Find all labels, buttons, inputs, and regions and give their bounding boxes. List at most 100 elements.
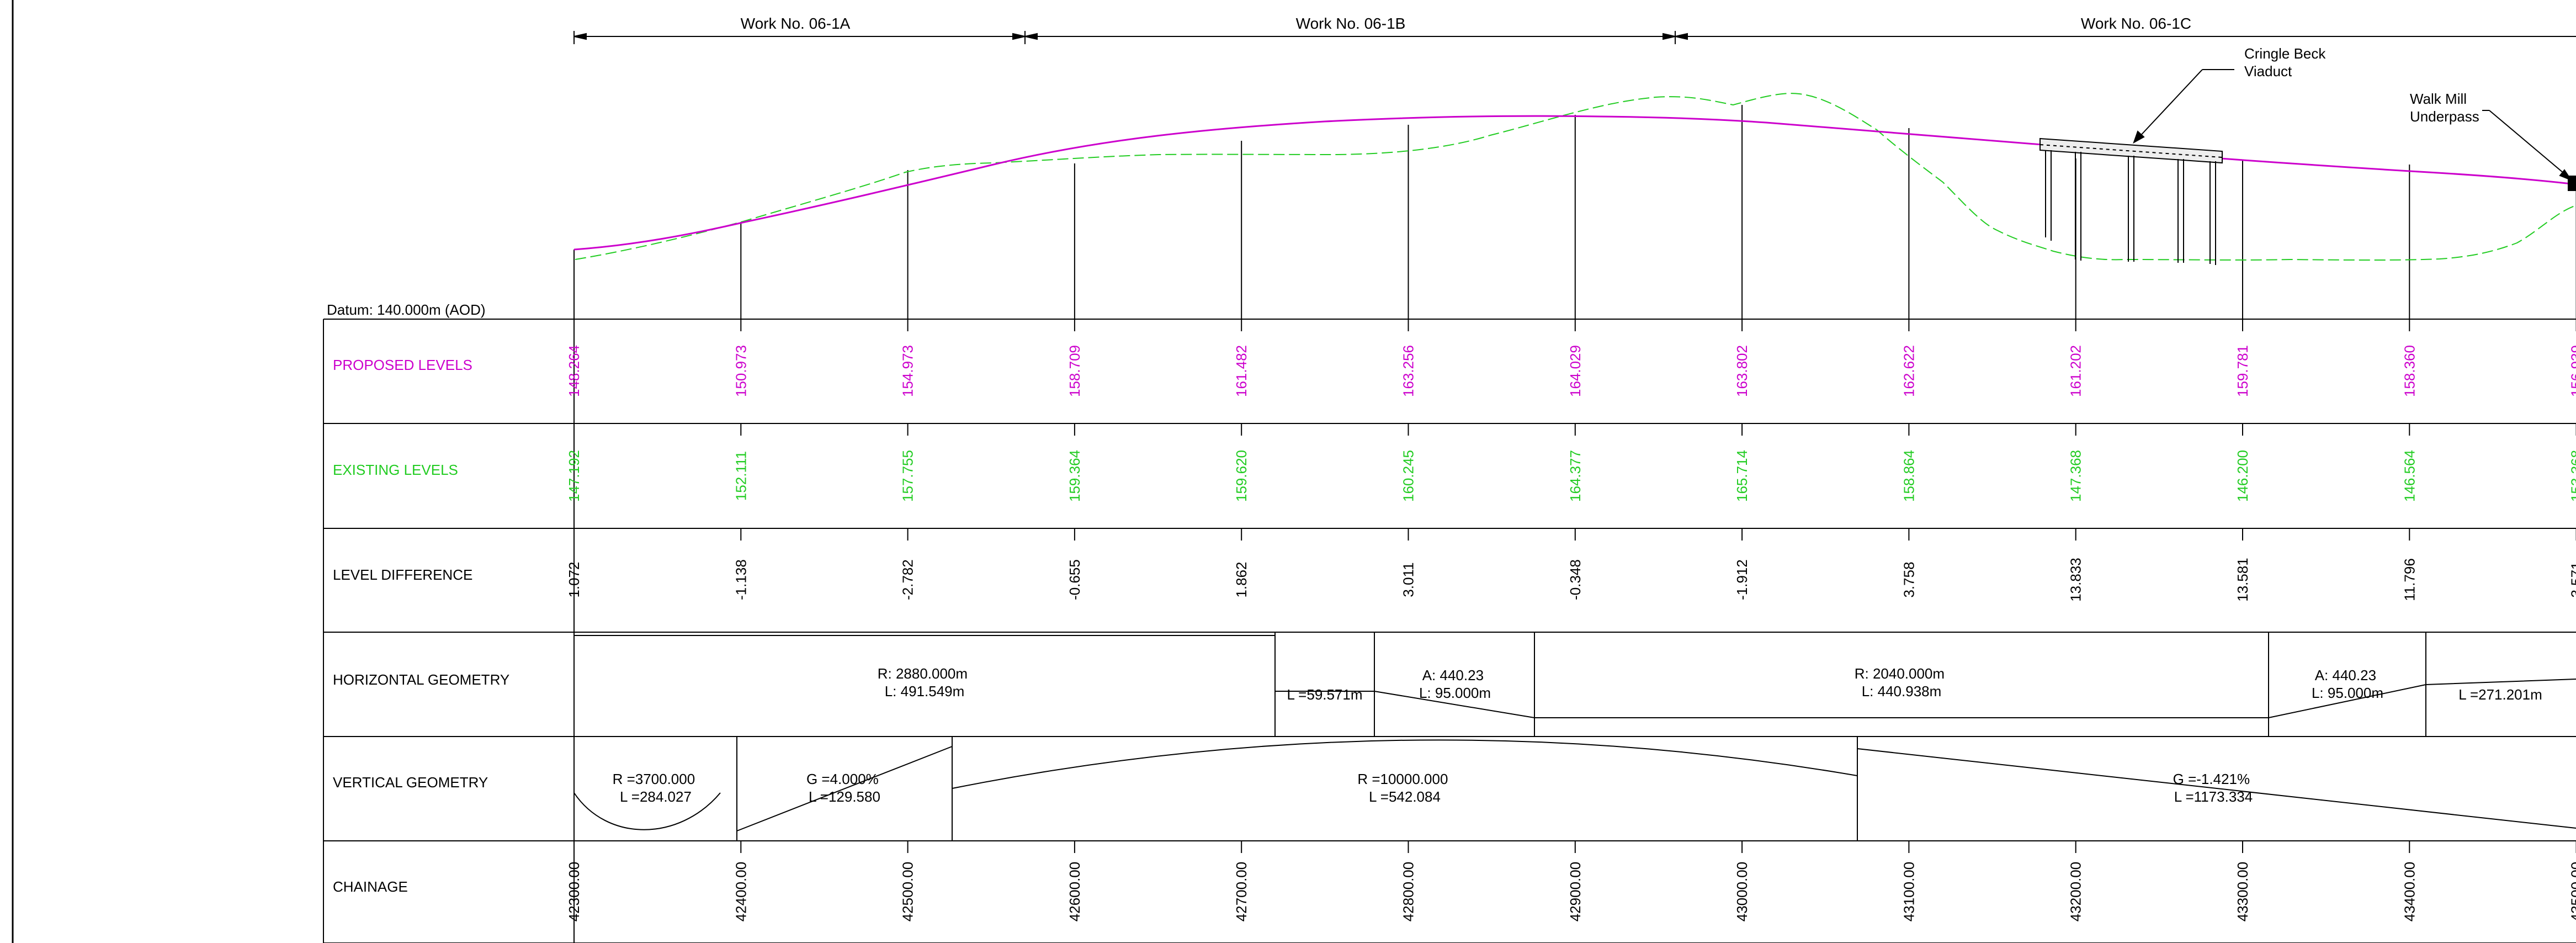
difference-value: 13.833 <box>2068 558 2084 602</box>
work-label: Work No. 06-1B <box>1296 15 1406 32</box>
existing-value: 158.864 <box>1900 450 1917 502</box>
row-label-proposed-levels: PROPOSED LEVELS <box>333 357 472 373</box>
underpass-symbol <box>2568 176 2576 191</box>
existing-value: 159.620 <box>1233 450 1250 502</box>
difference-value: 1.862 <box>1233 561 1250 597</box>
horizontal-geometry-label: R: 2880.000m L: 491.549m <box>878 665 972 700</box>
proposed-value: 148.264 <box>566 345 582 397</box>
difference-value: 13.581 <box>2234 558 2251 602</box>
geometry-label-line: G =4.000% <box>806 771 879 787</box>
arrowhead <box>1675 33 1688 40</box>
chainage-value: 42800.00 <box>1400 862 1417 921</box>
datum-label: Datum: 140.000m (AOD) <box>327 301 486 318</box>
difference-value: 11.796 <box>2401 558 2418 601</box>
geometry-label-line: A: 440.23 <box>2315 667 2376 684</box>
existing-ground-line <box>575 93 2576 261</box>
chainage-value: 43300.00 <box>2234 862 2251 921</box>
difference-value: 3.758 <box>1900 561 1917 597</box>
geometry-label-line: L =284.027 <box>620 788 692 805</box>
chainage-value: 43200.00 <box>2068 862 2084 921</box>
chainage-value: 43500.00 <box>2568 862 2576 921</box>
proposed-value: 154.973 <box>900 345 916 397</box>
level-table-frame <box>323 319 2576 943</box>
geometry-label-line: G =-1.421% <box>2173 771 2250 787</box>
proposed-value: 158.360 <box>2401 345 2418 397</box>
station-lines <box>573 105 2576 319</box>
difference-value: 3.011 <box>1400 562 1417 597</box>
geometry-label-line: L: 440.938m <box>1862 683 1942 700</box>
proposed-value: 161.482 <box>1233 345 1250 397</box>
proposed-alignment-line <box>573 115 2576 251</box>
difference-value: 3.571 <box>2568 561 2576 597</box>
geometry-label-line: L =59.571m <box>1287 686 1362 703</box>
difference-value: -2.782 <box>900 559 916 600</box>
proposed-value: 158.709 <box>1066 345 1083 397</box>
structure-label-line: Underpass <box>2410 108 2479 125</box>
row-label-existing-levels: EXISTING LEVELS <box>333 462 458 478</box>
vertical-geometry-label: G =4.000% L =129.580 <box>806 771 883 805</box>
viaduct-symbol <box>2039 137 2223 265</box>
chainage-value: 42300.00 <box>566 862 582 921</box>
proposed-value: 162.622 <box>1900 345 1917 397</box>
grade-line <box>736 746 953 831</box>
geometry-label-line: L =129.580 <box>809 788 880 805</box>
chainage-value: 42500.00 <box>900 862 916 921</box>
arrowhead <box>1663 33 1676 40</box>
vertical-geometry-band <box>573 737 2576 841</box>
geometry-label-line: R: 2880.000m <box>878 665 968 682</box>
viaduct-deck <box>2039 137 2223 164</box>
structure-label: Cringle Beck Viaduct <box>2244 45 2330 80</box>
work-extents <box>573 31 2576 44</box>
vertical-geometry-label: G =-1.421% L =1173.334 <box>2173 771 2254 805</box>
existing-value: 160.245 <box>1400 450 1417 502</box>
geometry-label-line: L: 491.549m <box>885 683 965 700</box>
geometry-label-line: L: 95.000m <box>2312 685 2383 701</box>
geometry-label-line: R =10000.000 <box>1357 771 1448 787</box>
proposed-value: 150.973 <box>732 345 749 397</box>
horizontal-geometry-label: R: 2040.000m L: 440.938m <box>1855 665 1949 700</box>
work-label: Work No. 06-1C <box>2081 15 2191 32</box>
underpass-leader <box>2482 110 2573 182</box>
existing-value: 147.192 <box>566 450 582 502</box>
horizontal-geometry-label: L =59.571m <box>1287 686 1362 703</box>
structure-label-line: Viaduct <box>2244 63 2292 80</box>
existing-value: 164.377 <box>1567 450 1584 502</box>
existing-value: 146.200 <box>2234 450 2251 502</box>
existing-value: 165.714 <box>1734 450 1750 502</box>
horizontal-geometry-label: A: 440.23 L: 95.000m <box>1419 667 1491 701</box>
geometry-label-line: L =271.201m <box>2458 686 2542 703</box>
sag-curve <box>573 792 721 830</box>
proposed-value: 164.029 <box>1567 345 1584 397</box>
chainage-value: 42900.00 <box>1567 862 1584 921</box>
difference-value: -0.348 <box>1567 559 1584 600</box>
arrowhead <box>573 33 587 40</box>
row-label-horizontal-geometry: HORIZONTAL GEOMETRY <box>333 671 509 688</box>
vertical-geometry-label: R =10000.000 L =542.084 <box>1357 771 1452 805</box>
row-label-vertical-geometry: VERTICAL GEOMETRY <box>333 774 488 791</box>
chainage-value: 43400.00 <box>2401 862 2418 921</box>
proposed-value: 163.802 <box>1734 345 1750 397</box>
chainage-value: 42400.00 <box>732 862 749 921</box>
difference-value: -0.655 <box>1066 559 1083 600</box>
existing-value: 157.755 <box>900 450 916 502</box>
geometry-label-line: L: 95.000m <box>1419 685 1491 701</box>
horizontal-geometry-band <box>574 632 2576 737</box>
difference-value: 1.072 <box>566 561 582 597</box>
work-label: Work No. 06-1A <box>741 15 851 32</box>
existing-value: 152.111 <box>732 451 749 501</box>
chainage-value: 43000.00 <box>1734 862 1750 921</box>
horizontal-geometry-label: A: 440.23 L: 95.000m <box>2312 667 2383 701</box>
proposed-value: 161.202 <box>2068 345 2084 397</box>
geometry-label-line: R =3700.000 <box>613 771 695 787</box>
chainage-value: 43100.00 <box>1900 862 1917 921</box>
proposed-value: 156.939 <box>2568 345 2576 397</box>
leader-line <box>2137 69 2203 140</box>
geometry-label-line: R: 2040.000m <box>1855 665 1945 682</box>
existing-value: 146.564 <box>2401 450 2418 502</box>
arrowhead <box>1012 33 1026 40</box>
difference-value: -1.138 <box>732 559 749 600</box>
structure-label-line: Cringle Beck <box>2244 45 2326 62</box>
row-label-chainage: CHAINAGE <box>333 878 408 895</box>
geometry-label-line: A: 440.23 <box>1422 667 1484 684</box>
horizontal-geometry-line <box>574 635 2576 718</box>
